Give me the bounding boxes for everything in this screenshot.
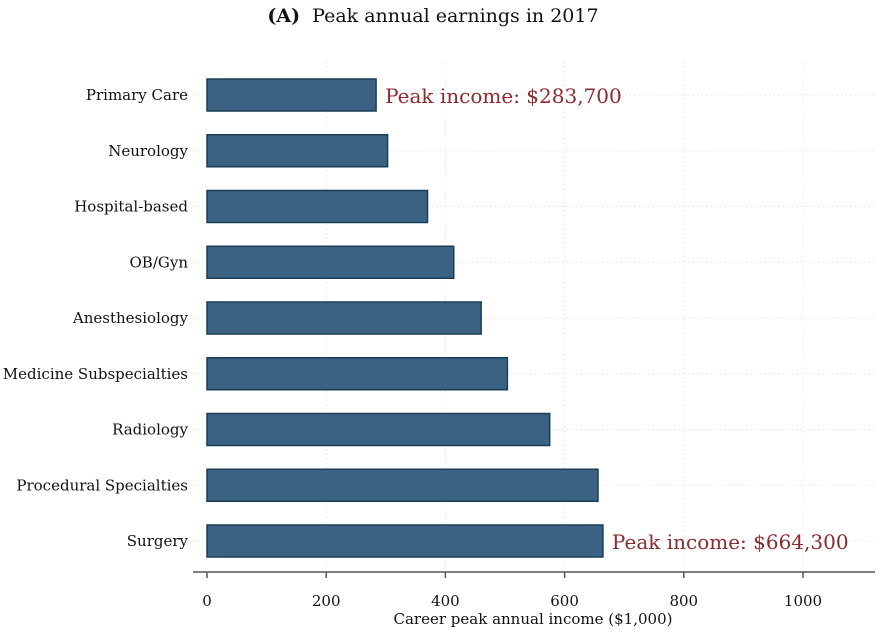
category-label: Medicine Subspecialties [3,365,188,383]
category-label: Radiology [112,421,188,439]
bar [206,357,509,391]
x-axis-label: Career peak annual income ($1,000) [394,610,673,628]
bar [206,189,429,224]
category-label: Hospital-based [74,198,188,216]
bar [206,245,455,279]
annotations: Peak income: $283,700 Peak income: $664,3… [385,84,848,554]
category-labels: Primary Care Neurology Hospital-based OB/Gy… [3,86,189,550]
x-tick-label: 800 [669,592,698,610]
category-label: Anesthesiology [72,309,189,327]
x-tick-label: 600 [550,592,579,610]
annotation-label: Peak income: $664,300 [612,530,849,554]
bar [206,468,599,502]
x-tick-label: 400 [431,592,460,610]
x-axis: 0 200 400 600 800 1000 [193,571,875,610]
x-tick-label: 200 [312,592,341,610]
bar [206,524,604,558]
x-tick-label: 0 [202,592,212,610]
bars [206,78,604,558]
bar [206,78,377,112]
annotation-label: Peak income: $283,700 [385,84,622,108]
chart-title: (A) Peak annual earnings in 2017 [267,5,598,27]
bar [206,412,551,447]
category-label: OB/Gyn [130,253,189,271]
category-label: Primary Care [86,86,188,104]
bar [206,301,482,335]
chart-title-text: Peak annual earnings in 2017 [312,5,598,27]
category-label: Neurology [108,142,188,160]
category-label: Procedural Specialties [16,476,188,494]
category-label: Surgery [127,532,189,550]
chart-title-prefix: (A) [267,5,300,27]
x-tick-label: 1000 [784,592,822,610]
bar [206,134,389,168]
